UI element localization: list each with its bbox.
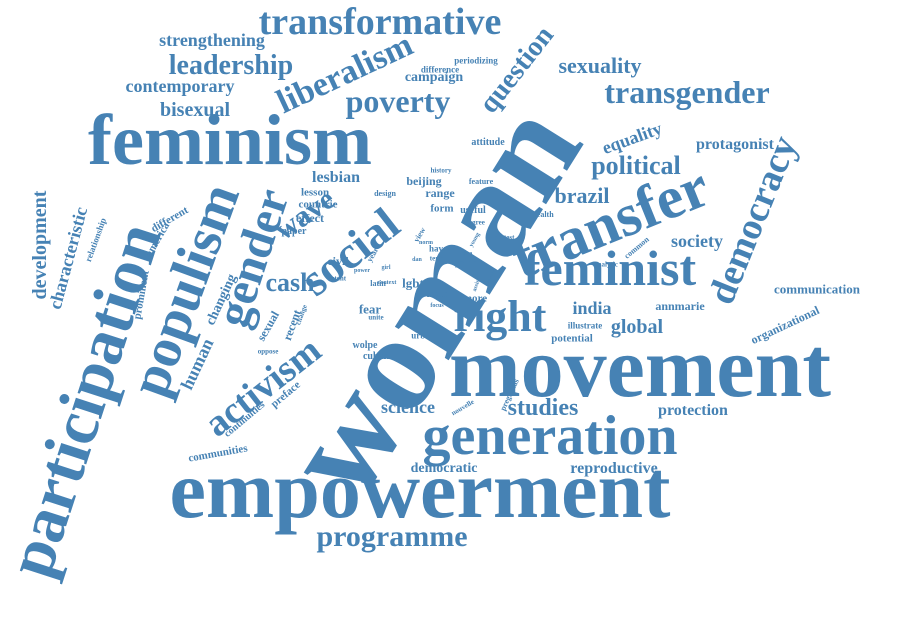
word-dan: dan <box>412 257 422 263</box>
word-cash: cash <box>265 270 314 296</box>
word-bisexual: bisexual <box>160 100 230 120</box>
word-lesbian: lesbian <box>312 170 360 186</box>
word-case: case <box>460 251 472 258</box>
word-potential: potential <box>551 334 593 345</box>
word-strengthening: strengthening <box>159 31 265 49</box>
word-democratic: democratic <box>411 462 478 476</box>
word-communication: communication <box>774 283 860 296</box>
word-illustrate: illustrate <box>568 322 603 331</box>
word-urban: urban <box>411 332 435 341</box>
word-norm: norm <box>419 240 433 246</box>
word-effect: effect <box>296 212 324 224</box>
word-oppose: oppose <box>258 349 279 356</box>
word-useful: useful <box>460 206 486 216</box>
word-contemporary: contemporary <box>126 77 235 95</box>
word-difference: difference <box>421 66 459 75</box>
word-range: range <box>425 187 454 199</box>
word-issue: issue <box>427 290 448 300</box>
word-civil: civil <box>327 255 348 267</box>
word-transgender: transgender <box>604 76 769 108</box>
word-brazil: brazil <box>555 185 610 207</box>
word-protagonist: protagonist <box>696 137 774 153</box>
word-periodizing: periodizing <box>454 57 498 66</box>
word-annmarie: annmarie <box>655 300 704 312</box>
word-lesson: lesson <box>301 188 329 199</box>
word-youth: youth <box>455 259 477 268</box>
word-political: political <box>591 153 681 179</box>
word-context: context <box>378 280 397 286</box>
word-development: development <box>30 191 50 300</box>
word-design: design <box>374 190 396 198</box>
word-poverty: poverty <box>346 85 451 117</box>
word-society: society <box>671 232 723 250</box>
word-programme: programme <box>316 522 467 552</box>
word-feature: feature <box>469 178 493 186</box>
word-girl: girl <box>382 265 391 271</box>
word-attitude: attitude <box>471 138 504 148</box>
word-unite: unite <box>368 315 383 322</box>
word-protest: protest <box>494 235 515 242</box>
word-extent: extent <box>328 276 346 283</box>
word-health: health <box>532 211 553 219</box>
word-focus: focus <box>430 303 443 309</box>
word-term: term <box>430 256 444 263</box>
word-lgbt: lgbt <box>402 277 424 290</box>
word-india: india <box>572 299 611 317</box>
word-reproductive: reproductive <box>570 461 657 477</box>
word-protection: protection <box>658 403 728 419</box>
word-cuban: cuban <box>363 352 389 362</box>
word-studies: studies <box>508 396 579 420</box>
word-wolpe: wolpe <box>353 341 378 351</box>
word-analytic: analytic <box>594 262 618 269</box>
word-history: history <box>431 168 452 175</box>
word-more: more <box>463 294 487 305</box>
word-degree: degree <box>465 220 485 227</box>
word-science: science <box>381 398 435 416</box>
word-paper: paper <box>282 227 307 237</box>
word-countrie: countrie <box>298 200 337 211</box>
word-form: form <box>430 204 453 215</box>
word-power: power <box>354 268 370 274</box>
word-global: global <box>611 317 663 337</box>
word-sexuality: sexuality <box>558 55 641 77</box>
